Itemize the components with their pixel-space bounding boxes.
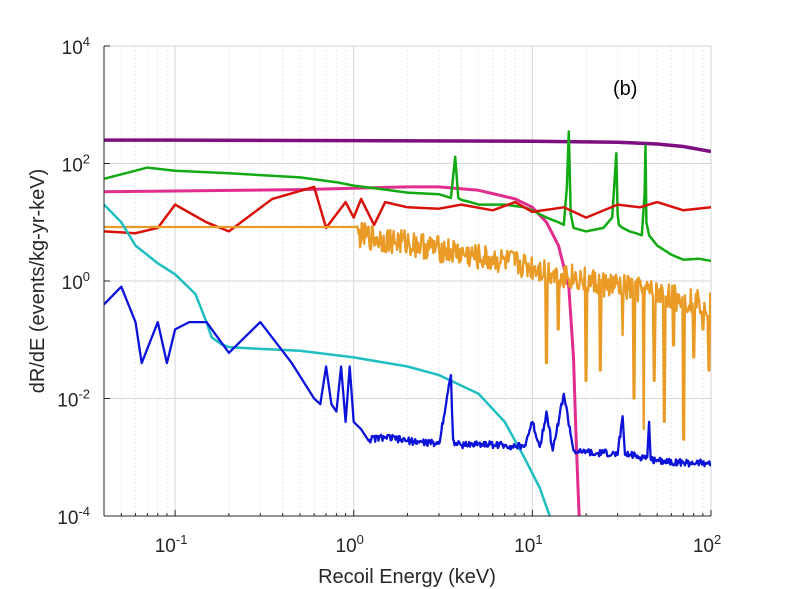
- x-tick-label: 102: [693, 532, 721, 557]
- series-line-3: [104, 130, 711, 263]
- y-tick-label: 10-2: [57, 387, 90, 412]
- x-tick-label: 100: [336, 532, 364, 557]
- series-line-1: [104, 138, 711, 154]
- y-tick-label: 102: [62, 152, 90, 177]
- series-line-4: [104, 185, 711, 235]
- series-line-5: [104, 222, 711, 441]
- series-line-6: [104, 203, 551, 516]
- series-line-7: [104, 285, 711, 468]
- series-layer: [104, 130, 711, 516]
- x-tick-label: 10-1: [155, 532, 188, 557]
- y-tick-label: 104: [62, 34, 90, 59]
- series-line-2: [104, 185, 581, 516]
- y-tick-label: 10-4: [57, 504, 90, 529]
- x-axis-title: Recoil Energy (keV): [318, 566, 496, 588]
- ticks: 10-1 100 101 102 10-4 10-2 100 102 104: [57, 34, 721, 557]
- panel-label: (b): [613, 78, 637, 100]
- y-tick-label: 100: [62, 269, 90, 294]
- x-tick-label: 101: [514, 532, 542, 557]
- y-axis-title: dR/dE (events/kg-yr-keV): [27, 169, 49, 394]
